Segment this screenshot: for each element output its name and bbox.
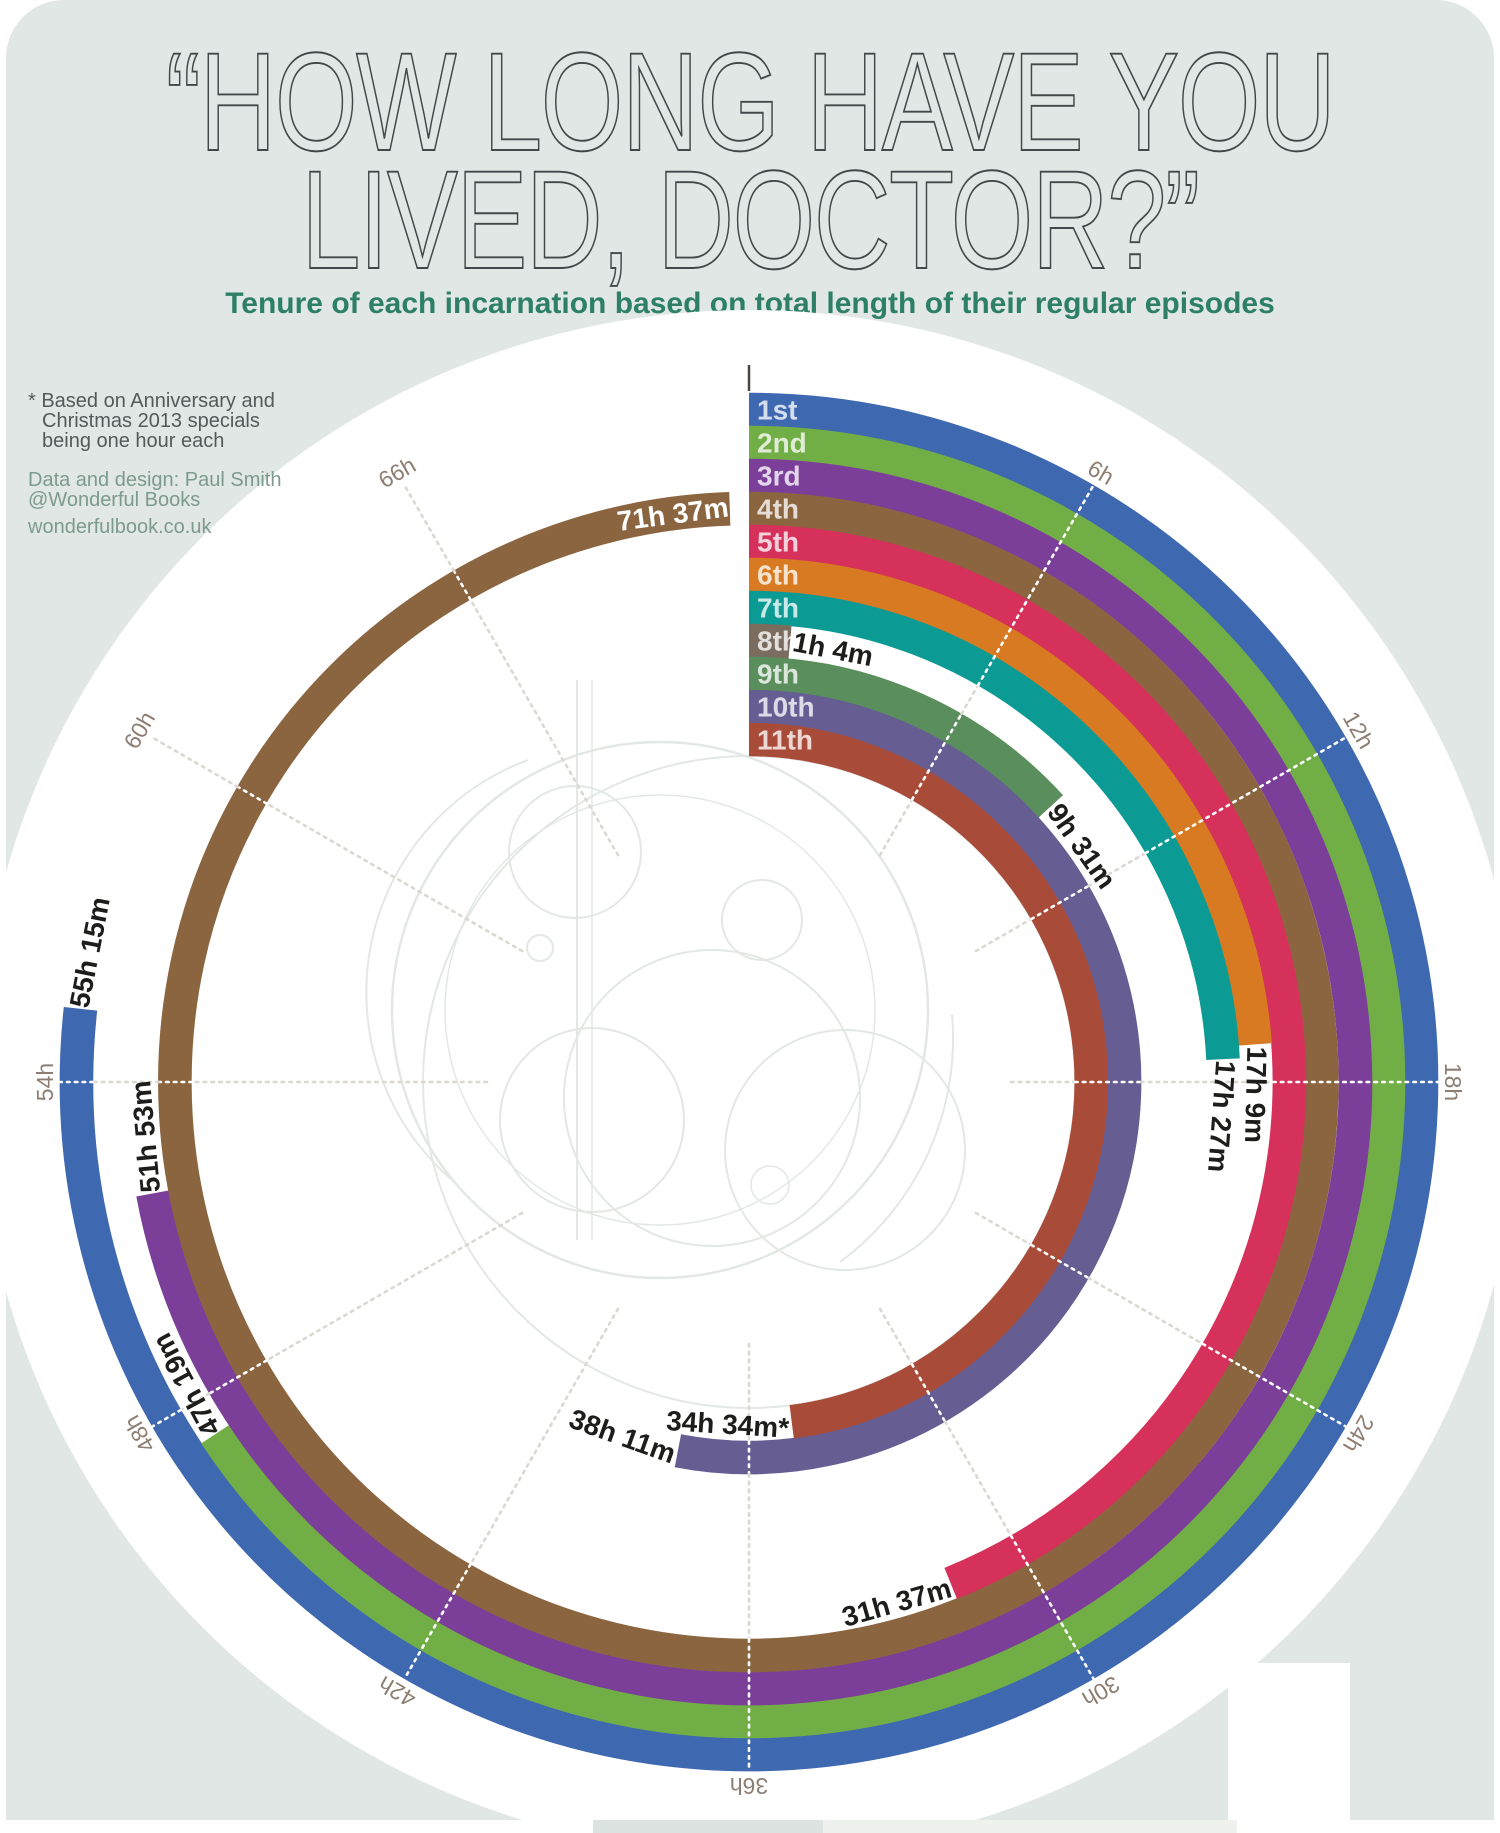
credit-line: @Wonderful Books — [28, 489, 201, 511]
ring-label-11th: 11th — [757, 725, 813, 756]
arc-4th-doctor — [158, 491, 1339, 1673]
title-line-1: “HOW LONG HAVE YOU — [166, 24, 1335, 181]
grid-line-66h — [403, 483, 456, 573]
arc-7th-doctor — [748, 590, 1240, 1061]
credit: Data and design: Paul Smith @Wonderful B… — [28, 470, 282, 537]
grid-line-42h — [469, 1307, 620, 1566]
grid-line-6h — [910, 712, 963, 802]
ring-label-6th: 6th — [757, 560, 799, 591]
grid-line-48h — [265, 1211, 524, 1362]
grid-label-18h: 18h — [1440, 1063, 1466, 1101]
note-line: being one hour each — [42, 430, 225, 452]
credit-url: wonderfulbook.co.uk — [28, 516, 212, 538]
asterisk-note: * Based on Anniversary and Christmas 201… — [28, 391, 275, 451]
ring-label-8th: 8th — [757, 626, 799, 657]
gallifreyan-artwork — [724, 1029, 966, 1271]
bottom-edge-tab-light — [823, 1820, 1237, 1833]
grid-line-48h — [151, 1408, 183, 1428]
grid-line-42h — [403, 1563, 472, 1680]
grid-line-12h — [1144, 736, 1347, 855]
arc-9th-doctor — [748, 656, 1063, 818]
grid-line-24h — [1087, 1276, 1205, 1346]
grid-line-48h — [208, 1359, 268, 1395]
grid-line-6h — [878, 798, 914, 857]
grid-line-30h — [910, 1363, 947, 1423]
grid-label-36h: 36h — [730, 1773, 768, 1799]
ring-label-7th: 7th — [757, 593, 799, 624]
grid-line-60h — [151, 736, 240, 789]
note-line: Christmas 2013 specials — [42, 410, 260, 432]
gallifreyan-artwork — [526, 934, 554, 962]
grid-line-6h — [960, 684, 980, 716]
grid-line-24h — [974, 1211, 1033, 1247]
ring-label-4th: 4th — [757, 494, 799, 525]
grid-line-48h — [179, 1392, 211, 1412]
arc-2nd-doctor — [201, 425, 1406, 1739]
grid-line-30h — [878, 1307, 914, 1366]
grid-line-24h — [1030, 1243, 1090, 1280]
value-label-6th: 17h 9m — [1239, 1046, 1272, 1143]
ring-label-10th: 10th — [757, 692, 815, 723]
grid-line-12h — [974, 917, 1033, 953]
ring-label-2nd: 2nd — [757, 428, 807, 459]
title-line-2: LIVED, DOCTOR?” — [301, 142, 1198, 299]
arc-11th-doctor — [748, 722, 1109, 1439]
grid-line-60h — [265, 802, 524, 953]
note-line: * Based on Anniversary and — [28, 390, 275, 412]
ring-label-5th: 5th — [757, 527, 799, 558]
grid-line-30h — [943, 1420, 1013, 1538]
grid-label-54h: 54h — [32, 1063, 58, 1101]
chart-root: 6h12h18h24h30h36h42h48h54h60h66h1st2nd3r… — [0, 310, 1500, 1833]
gallifreyan-artwork — [750, 1165, 790, 1205]
page-title: “HOW LONG HAVE YOU LIVED, DOCTOR?” — [165, 23, 1337, 299]
value-label-11th: 34h 34m* — [665, 1405, 790, 1444]
arc-3rd-doctor — [136, 458, 1373, 1706]
ring-label-9th: 9th — [757, 659, 799, 690]
grid-line-66h — [469, 598, 620, 857]
gallifreyan-artwork — [721, 879, 803, 961]
gallifreyan-artwork — [563, 949, 861, 1247]
arc-8th-doctor — [748, 623, 792, 660]
gallifreyan-artwork — [365, 759, 529, 1181]
arc-1st-doctor — [59, 392, 1439, 1772]
grid-line-12h — [1030, 884, 1090, 921]
bottom-edge-tab-dark — [593, 1820, 823, 1833]
grid-line-12h — [1087, 851, 1147, 888]
gallifreyan-artwork — [444, 794, 876, 1226]
grid-line-6h — [976, 483, 1095, 687]
gallifreyan-artwork — [390, 740, 930, 1280]
grid-line-66h — [452, 569, 472, 601]
credit-line: Data and design: Paul Smith — [28, 469, 282, 491]
grid-line-60h — [236, 785, 268, 805]
bottom-right-white-patch — [1228, 1663, 1350, 1833]
ring-label-3rd: 3rd — [757, 461, 801, 492]
ring-label-1st: 1st — [757, 395, 797, 426]
arc-5th-doctor — [748, 524, 1307, 1599]
gallifreyan-artwork — [839, 1013, 955, 1263]
arc-6th-doctor — [748, 557, 1272, 1046]
gallifreyan-artwork — [508, 785, 642, 919]
